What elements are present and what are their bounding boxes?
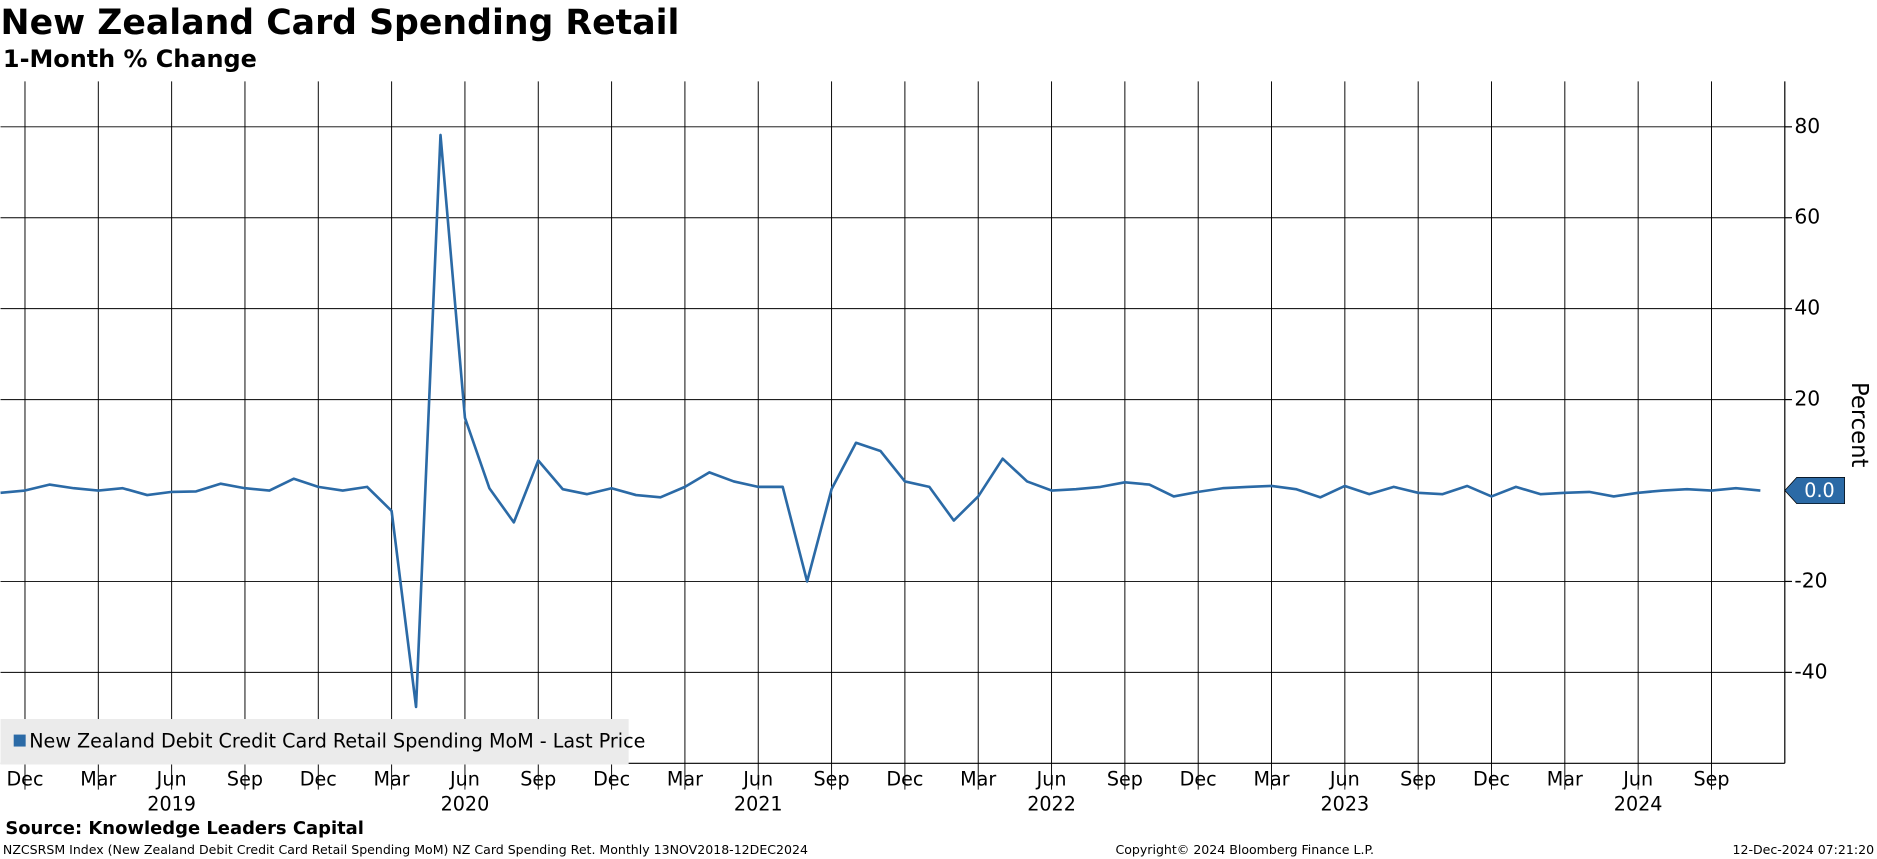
chart-subtitle: 1-Month % Change — [3, 45, 257, 73]
last-value-tag: 0.0 — [1784, 476, 1845, 505]
year-label: 2023 — [1321, 793, 1370, 816]
year-label: 2020 — [441, 793, 490, 816]
y-tick-label: 80 — [1794, 114, 1820, 138]
last-value-marker — [1784, 476, 1845, 505]
x-tick-label: Sep — [814, 768, 850, 791]
footer-right: 12-Dec-2024 07:21:20 — [1732, 842, 1874, 857]
y-axis-label: Percent — [1846, 382, 1872, 468]
x-tick-label: Mar — [374, 768, 410, 791]
x-tick-label: Mar — [667, 768, 703, 791]
x-tick-label: Mar — [1547, 768, 1583, 791]
x-tick-label: Jun — [742, 768, 773, 791]
x-tick-label: Jun — [449, 768, 480, 791]
x-tick-label: Jun — [156, 768, 187, 791]
year-label: 2021 — [734, 793, 783, 816]
x-tick-label: Mar — [960, 768, 996, 791]
y-tick-label: -20 — [1794, 568, 1827, 592]
footer-left: NZCSRSM Index (New Zealand Debit Credit … — [3, 842, 808, 857]
footer-center: Copyright© 2024 Bloomberg Finance L.P. — [1115, 842, 1374, 857]
x-tick-label: Sep — [1107, 768, 1143, 791]
x-tick-label: Sep — [1400, 768, 1436, 791]
legend-swatch — [13, 734, 26, 747]
x-tick-label: Dec — [1473, 768, 1510, 791]
x-tick-label: Jun — [1329, 768, 1360, 791]
x-tick-label: Dec — [1180, 768, 1217, 791]
x-tick-label: Mar — [80, 768, 116, 791]
x-tick-label: Dec — [886, 768, 923, 791]
y-tick-label: 20 — [1794, 387, 1820, 411]
source: Source: Knowledge Leaders Capital — [5, 818, 364, 839]
last-value-label: 0.0 — [1804, 479, 1834, 502]
x-tick-label: Dec — [6, 768, 43, 791]
legend-box — [0, 719, 629, 765]
y-tick-label: 60 — [1794, 205, 1820, 229]
x-tick-label: Dec — [593, 768, 630, 791]
x-tick-label: Sep — [1693, 768, 1729, 791]
x-tick-label: Dec — [300, 768, 337, 791]
chart-title: New Zealand Card Spending Retail — [1, 3, 680, 43]
x-tick-label: Jun — [1622, 768, 1653, 791]
legend-label: New Zealand Debit Credit Card Retail Spe… — [29, 729, 645, 752]
x-tick-label: Mar — [1253, 768, 1289, 791]
year-label: 2019 — [147, 793, 196, 816]
x-tick-label: Jun — [1036, 768, 1067, 791]
x-tick-label: Sep — [520, 768, 556, 791]
year-label: 2024 — [1614, 793, 1663, 816]
series-line — [0, 133, 1761, 709]
y-tick-label: -40 — [1794, 659, 1827, 683]
year-label: 2022 — [1027, 793, 1076, 816]
y-tick-label: 40 — [1794, 296, 1820, 320]
x-tick-label: Sep — [227, 768, 263, 791]
